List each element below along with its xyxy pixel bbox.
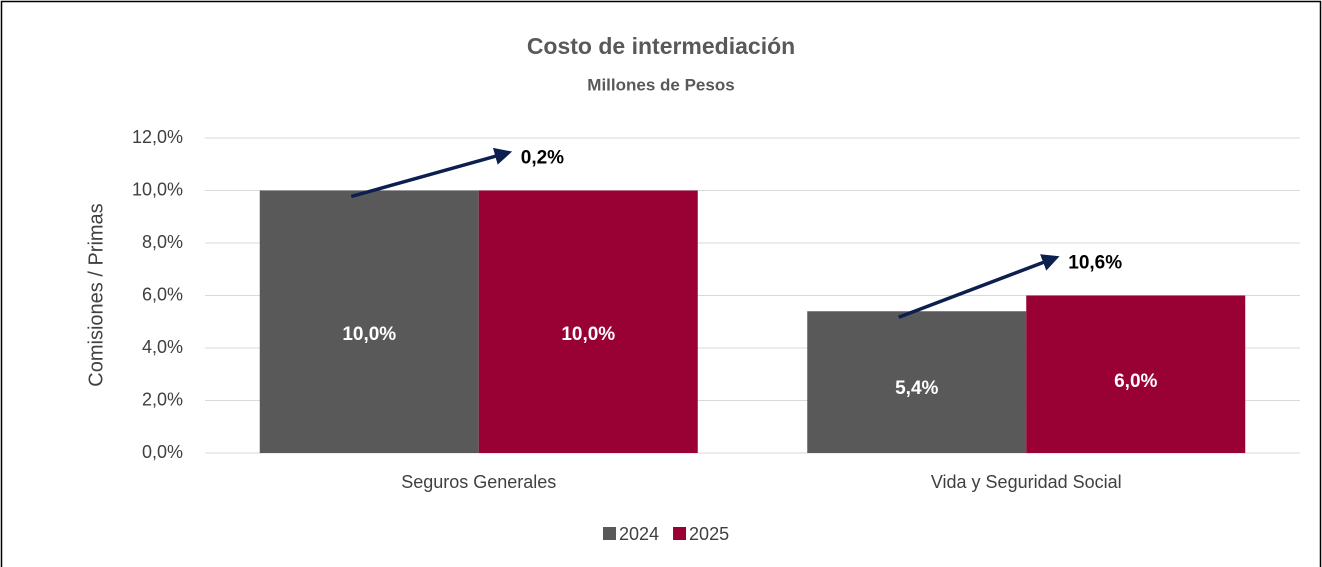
legend-swatch [603,527,616,540]
value-label: 6,0% [1114,371,1157,392]
annotation: 10,6% [1068,253,1122,274]
y-tick-label: 12,0% [132,127,183,147]
value-label: 10,0% [561,324,615,345]
bar [259,190,479,453]
x-tick-label: Seguros Generales [401,472,556,492]
bar [807,311,1027,453]
y-tick-label: 8,0% [142,232,183,252]
chart-title: Costo de intermediación [527,33,795,59]
legend-label: 2024 [619,524,659,544]
annotation: 0,2% [521,148,564,169]
value-label: 10,0% [342,324,396,345]
y-tick-label: 6,0% [142,284,183,304]
trend-arrow [898,254,1060,319]
chart-subtitle: Millones de Pesos [587,75,734,94]
y-tick-label: 10,0% [132,179,183,199]
legend-label: 2025 [689,524,729,544]
legend-swatch [673,527,687,540]
y-tick-label: 0,0% [142,442,183,462]
value-label: 5,4% [895,378,938,399]
y-axis-label: Comisiones / Primas [85,203,107,386]
y-tick-label: 4,0% [142,337,183,357]
y-tick-label: 2,0% [142,389,183,409]
bar [1026,295,1246,453]
x-tick-label: Vida y Seguridad Social [931,472,1122,492]
bar [478,190,698,453]
trend-arrow [350,147,513,199]
